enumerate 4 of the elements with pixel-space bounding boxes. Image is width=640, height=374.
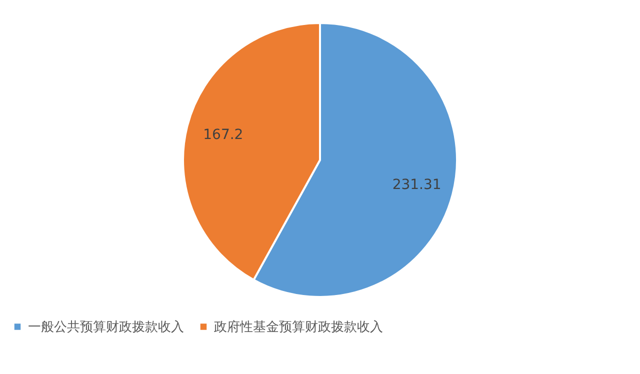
data-label: 167.2 [203, 127, 244, 143]
legend-label: 政府性基金预算财政拨款收入 [214, 318, 383, 335]
legend-label: 一般公共预算财政拨款收入 [28, 320, 184, 335]
data-label: 231.31 [392, 177, 442, 193]
